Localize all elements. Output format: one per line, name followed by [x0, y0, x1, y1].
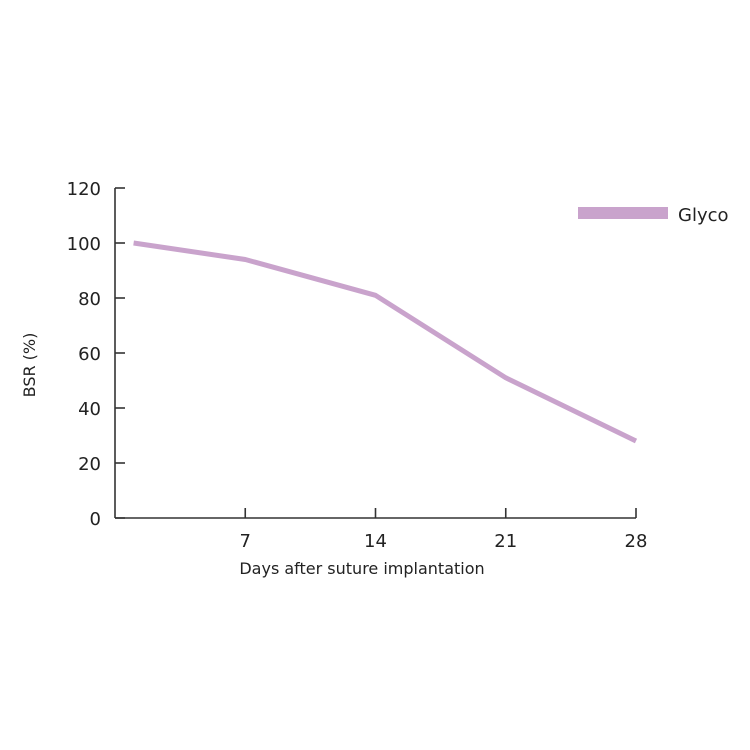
y-tick-label-120: 120 [67, 179, 101, 200]
x-tick-label-7: 7 [240, 531, 251, 552]
legend-label-glyco: Glyco [678, 205, 729, 226]
x-axis-label: Days after suture implantation [239, 559, 484, 578]
series-line-glyco [133, 240, 638, 444]
plot-area: 0 20 40 60 80 100 120 7 14 21 28 [67, 179, 648, 552]
y-axis-label: BSR (%) [20, 333, 39, 398]
y-tick-label-60: 60 [78, 344, 101, 365]
x-tick-label-14: 14 [364, 531, 387, 552]
y-tick-label-40: 40 [78, 399, 101, 420]
legend-swatch-glyco [578, 207, 668, 219]
x-ticks: 7 14 21 28 [240, 508, 648, 552]
series-layer [133, 240, 638, 444]
y-tick-label-0: 0 [90, 509, 101, 530]
y-tick-label-80: 80 [78, 289, 101, 310]
legend: Glyco [578, 205, 729, 226]
y-tick-label-20: 20 [78, 454, 101, 475]
x-tick-label-21: 21 [494, 531, 517, 552]
y-ticks: 0 20 40 60 80 100 120 [67, 179, 125, 530]
y-tick-label-100: 100 [67, 234, 101, 255]
x-tick-label-28: 28 [625, 531, 648, 552]
